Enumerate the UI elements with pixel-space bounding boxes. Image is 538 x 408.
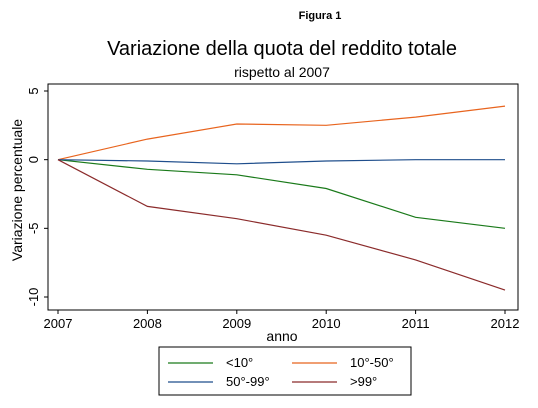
legend-label: >99°	[350, 374, 377, 389]
y-axis-label: Variazione percentuale	[9, 119, 25, 261]
series-line	[57, 159, 506, 291]
y-tick-label: -5	[26, 223, 41, 235]
x-axis-label: anno	[266, 328, 297, 344]
y-tick-label: -10	[26, 288, 41, 307]
y-tick-label: 5	[26, 87, 41, 94]
legend-box	[158, 346, 412, 396]
x-tick-label: 2012	[491, 316, 520, 331]
chart-title: Variazione della quota del reddito total…	[107, 38, 457, 60]
y-axis: 5 0 -5 -10	[26, 87, 48, 306]
x-axis: 2007 2008 2009 2010 2011 2012	[44, 310, 520, 331]
series-line	[57, 159, 506, 229]
legend: <10° 10°-50° 50°-99° >99°	[168, 355, 394, 389]
figure-label: Figura 1	[298, 10, 342, 22]
y-tick-label: 0	[26, 156, 41, 163]
x-tick-label: 2008	[133, 316, 162, 331]
x-tick-label: 2010	[312, 316, 341, 331]
x-tick-label: 2011	[402, 316, 430, 331]
series-line	[57, 105, 506, 161]
series-layer	[57, 105, 506, 291]
legend-label: <10°	[226, 355, 253, 370]
plot-frame	[47, 83, 519, 311]
legend-label: 50°-99°	[226, 374, 270, 389]
series-line	[57, 159, 505, 165]
chart-subtitle: rispetto al 2007	[234, 64, 330, 80]
x-tick-label: 2009	[222, 316, 251, 331]
x-tick-label: 2007	[44, 316, 73, 331]
legend-label: 10°-50°	[350, 355, 394, 370]
